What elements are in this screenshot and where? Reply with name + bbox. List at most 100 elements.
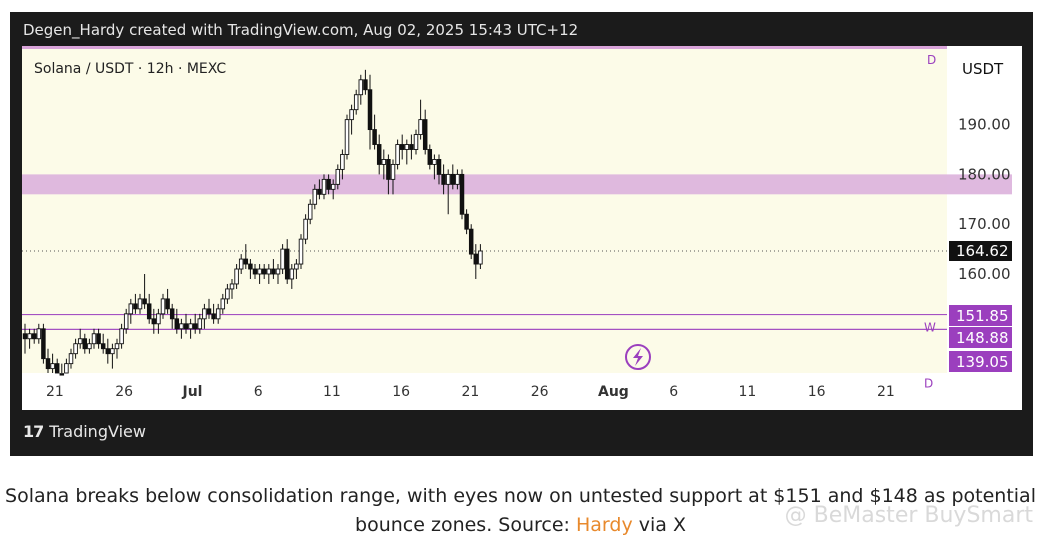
- candle-body-16: [96, 333, 101, 345]
- candle-body-88: [427, 149, 433, 165]
- time-axis-background: [22, 373, 1022, 410]
- candle-body-43: [220, 298, 226, 310]
- candle-body-41: [211, 313, 216, 320]
- candle-body-28: [151, 318, 157, 325]
- brand[interactable]: 17 TradingView: [23, 422, 146, 441]
- x-tick-label-4: 11: [323, 384, 341, 400]
- candle-body-54: [271, 268, 276, 275]
- candle-body-77: [376, 144, 382, 165]
- candlestick-chart[interactable]: Solana / USDT · 12h · MEXC D W D USDT 160.00 1…: [22, 46, 1022, 410]
- candle-body-96: [464, 213, 469, 230]
- support-label-0: 151.85: [956, 307, 1009, 325]
- candle-body-18: [105, 348, 111, 355]
- y-tick-label-2: 180.00: [958, 165, 1011, 183]
- candle-body-12: [77, 338, 83, 345]
- candle-body-40: [206, 308, 212, 315]
- support-label-2: 139.05: [956, 353, 1009, 371]
- plot-background: [22, 46, 947, 373]
- x-tick-label-12: 21: [877, 384, 895, 400]
- caption-line-1: Solana breaks below consolidation range,…: [5, 485, 1036, 507]
- candle-body-30: [160, 298, 166, 315]
- candle-body-92: [445, 173, 451, 185]
- candle-body-45: [229, 283, 235, 290]
- candle-body-5: [45, 358, 51, 370]
- support-label-bg-2: [949, 351, 1012, 372]
- candle-body-17: [100, 343, 106, 350]
- current-price-label-bg: [949, 240, 1012, 261]
- candle-body-26: [142, 298, 147, 305]
- candle-body-19: [110, 348, 115, 355]
- candle-body-93: [450, 173, 456, 185]
- brand-name: TradingView: [49, 422, 146, 441]
- candle-body-52: [261, 268, 267, 275]
- candle-body-8: [59, 373, 65, 376]
- candle-body-84: [409, 144, 414, 150]
- x-tick-label-2: Jul: [182, 384, 203, 400]
- x-tick-label-7: 26: [531, 384, 549, 400]
- support-marker-1: W: [924, 320, 936, 334]
- x-tick-label-10: 11: [739, 384, 757, 400]
- candle-body-72: [353, 94, 359, 111]
- candle-body-74: [363, 79, 368, 91]
- y-axis-unit: USDT: [962, 60, 1004, 78]
- candle-body-53: [266, 268, 272, 275]
- candle-body-3: [36, 328, 42, 340]
- chart-title: Solana / USDT · 12h · MEXC: [34, 61, 226, 77]
- x-tick-label-9: 6: [669, 384, 678, 400]
- candle-body-76: [372, 129, 377, 145]
- candle-body-99: [478, 250, 483, 265]
- candle-body-14: [87, 343, 92, 350]
- candle-body-75: [367, 89, 373, 131]
- candle-body-57: [284, 248, 290, 280]
- source-link[interactable]: Hardy: [575, 514, 633, 536]
- support-label-bg-1: [949, 327, 1012, 348]
- candle-body-90: [436, 159, 442, 175]
- candle-body-64: [317, 188, 322, 195]
- candle-body-94: [455, 173, 460, 185]
- candle-body-24: [133, 303, 138, 310]
- chart-header: Degen_Hardy created with TradingView.com…: [23, 21, 579, 39]
- candle-body-61: [303, 218, 308, 240]
- candle-body-39: [202, 308, 207, 320]
- candle-body-22: [123, 313, 129, 330]
- top-level-line: [22, 46, 947, 49]
- candle-body-33: [174, 318, 180, 330]
- x-tick-label-3: 6: [254, 384, 263, 400]
- candle-body-98: [473, 253, 479, 265]
- candle-body-70: [344, 119, 350, 155]
- x-tick-label-8: Aug: [598, 384, 629, 400]
- candle-body-97: [468, 228, 474, 255]
- candle-body-63: [312, 188, 318, 205]
- candle-body-6: [50, 363, 55, 370]
- candle-body-32: [169, 308, 175, 320]
- candle-body-21: [119, 328, 124, 345]
- tradingview-logo-icon: 17: [23, 422, 44, 441]
- x-tick-label-0: 21: [46, 384, 64, 400]
- candle-body-25: [137, 298, 143, 310]
- watermark: @ BeMaster BuySmart: [784, 503, 1033, 528]
- candle-body-79: [386, 159, 391, 180]
- candle-body-37: [192, 323, 198, 330]
- candle-body-69: [340, 154, 345, 170]
- resistance-zone-0: [22, 174, 1012, 195]
- top-level-marker: D: [927, 53, 936, 67]
- y-tick-label-0: 160.00: [958, 265, 1011, 283]
- candle-body-13: [82, 338, 88, 350]
- candle-body-56: [280, 248, 285, 270]
- candle-body-44: [225, 288, 230, 300]
- candle-body-46: [234, 268, 239, 285]
- candle-body-34: [179, 323, 184, 330]
- lightning-bolt: [633, 348, 643, 366]
- candle-body-27: [146, 303, 152, 320]
- candle-body-87: [422, 119, 428, 150]
- candle-body-31: [165, 298, 170, 310]
- support-label-1: 148.88: [956, 329, 1009, 347]
- x-tick-label-1: 26: [115, 384, 133, 400]
- caption: Solana breaks below consolidation range,…: [0, 482, 1041, 540]
- candle-body-50: [252, 268, 258, 275]
- candle-body-58: [289, 268, 295, 280]
- candle-body-4: [41, 328, 46, 360]
- candle-body-83: [404, 144, 410, 150]
- candle-body-71: [349, 109, 354, 121]
- candle-body-36: [188, 323, 193, 330]
